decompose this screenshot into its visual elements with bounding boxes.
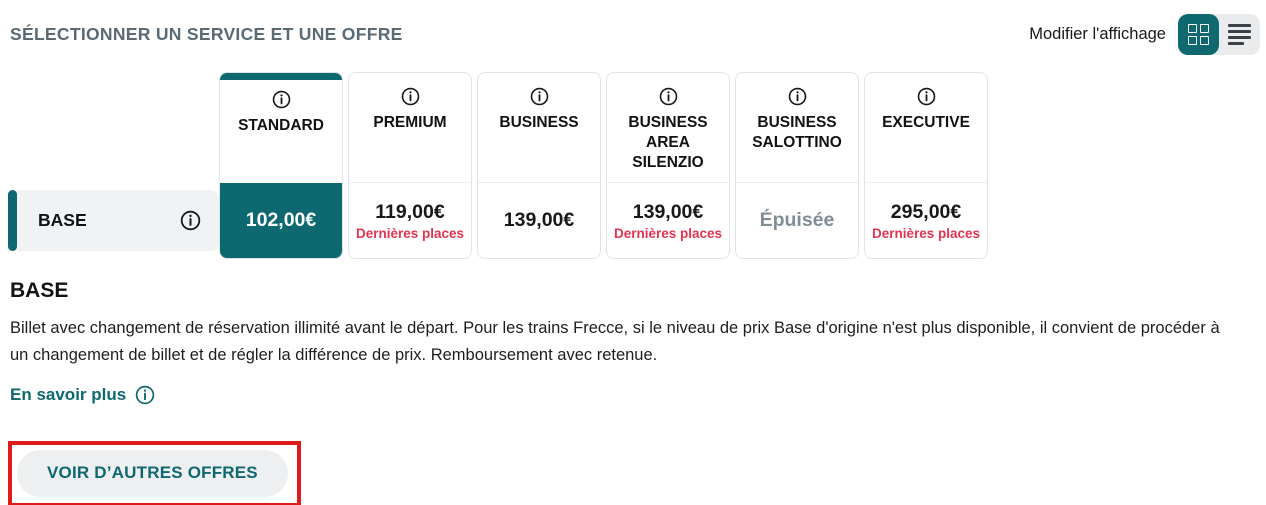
service-header: BUSINESS SALOTTINO [736,73,858,183]
service-column-premium[interactable]: PREMIUM 119,00€ Dernières places [348,72,472,259]
price-value: 139,00€ [503,209,575,231]
learn-more-link[interactable]: En savoir plus [10,385,155,405]
info-icon[interactable] [788,87,807,106]
soldout-label: Épuisée [759,209,835,231]
grid-icon [1188,24,1209,45]
offer-detail-title: BASE [10,279,69,302]
service-header: STANDARD [220,73,342,183]
display-mode-controls: Modifier l'affichage [1029,14,1260,55]
offer-row-label: BASE [38,210,87,230]
price-cell[interactable]: 295,00€ Dernières places [865,183,987,258]
last-seats-warning: Dernières places [871,225,981,241]
service-name: STANDARD [238,117,324,134]
info-icon[interactable] [530,87,549,106]
info-icon[interactable] [180,210,201,231]
list-icon [1228,24,1251,45]
service-header: PREMIUM [349,73,471,183]
price-cell[interactable]: 119,00€ Dernières places [349,183,471,258]
service-column-business-salottino[interactable]: BUSINESS SALOTTINO Épuisée [735,72,859,259]
see-other-offers-button[interactable]: VOIR D’AUTRES OFFRES [17,450,288,497]
service-column-executive[interactable]: EXECUTIVE 295,00€ Dernières places [864,72,988,259]
service-name: EXECUTIVE [882,114,970,131]
service-header: BUSINESS [478,73,600,183]
info-icon[interactable] [659,87,678,106]
info-icon [135,385,155,405]
service-name: PREMIUM [373,114,447,131]
info-icon[interactable] [401,87,420,106]
offer-row-base[interactable]: BASE [8,190,219,251]
learn-more-label: En savoir plus [10,385,127,404]
price-cell[interactable]: 139,00€ [478,183,600,258]
price-value: 295,00€ [890,200,962,223]
service-column-business[interactable]: BUSINESS 139,00€ [477,72,601,259]
grid-view-button[interactable] [1178,14,1219,55]
price-cell-selected[interactable]: 102,00€ [220,183,342,258]
service-header: EXECUTIVE [865,73,987,183]
last-seats-warning: Dernières places [613,225,723,241]
price-value: 139,00€ [632,200,704,223]
page-title: SÉLECTIONNER UN SERVICE ET UNE OFFRE [10,24,403,44]
price-value: 119,00€ [375,200,445,223]
price-cell-soldout: Épuisée [736,183,858,258]
service-columns: STANDARD 102,00€ PREMIUM 119,00€ Dernièr… [219,72,988,259]
service-name: BUSINESS AREA SILENZIO [628,114,708,171]
offer-description: Billet avec changement de réservation il… [10,319,1220,364]
view-toggle [1178,14,1260,55]
price-cell[interactable]: 139,00€ Dernières places [607,183,729,258]
info-icon[interactable] [917,87,936,106]
display-mode-label: Modifier l'affichage [1029,25,1166,43]
info-icon[interactable] [272,90,291,109]
selected-indicator [220,73,342,80]
service-column-standard[interactable]: STANDARD 102,00€ [219,72,343,259]
service-name: BUSINESS SALOTTINO [752,114,842,151]
service-header: BUSINESS AREA SILENZIO [607,73,729,183]
service-name: BUSINESS [499,114,579,131]
red-highlight-annotation: VOIR D’AUTRES OFFRES [8,441,301,505]
list-view-button[interactable] [1219,14,1260,55]
last-seats-warning: Dernières places [355,225,465,241]
service-column-business-area-silenzio[interactable]: BUSINESS AREA SILENZIO 139,00€ Dernières… [606,72,730,259]
price-value: 102,00€ [245,209,317,231]
